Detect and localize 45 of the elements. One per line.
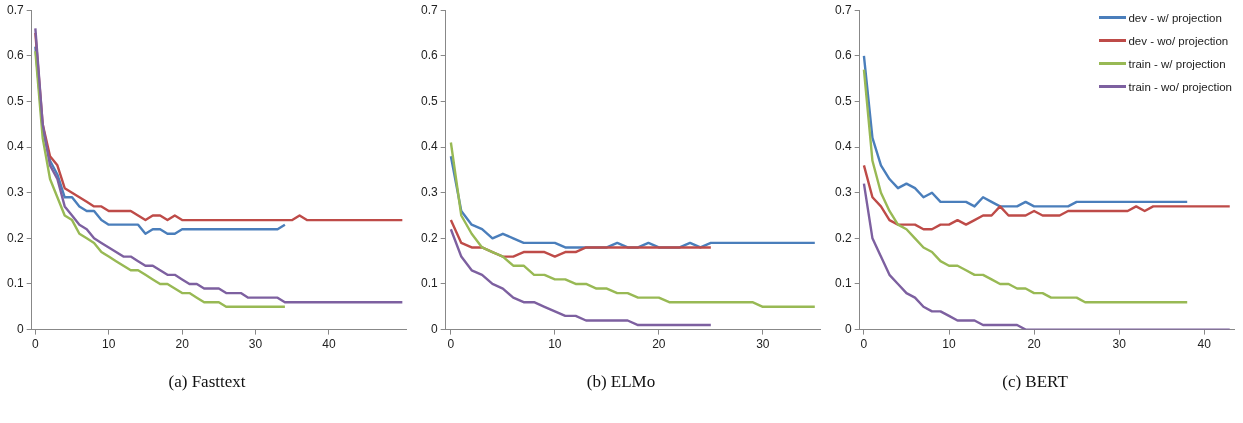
y-tick-label: 0 — [844, 321, 852, 336]
x-tick-label: 40 — [322, 337, 336, 352]
x-tick-label: 20 — [175, 337, 190, 352]
y-tick-label: 0.7 — [420, 2, 438, 17]
y-tick-label: 0 — [16, 321, 24, 336]
y-tick-label: 0.1 — [834, 276, 852, 291]
x-tick-label: 10 — [102, 337, 116, 352]
x-tick-label: 20 — [1027, 337, 1042, 352]
y-tick-label: 0.6 — [834, 48, 852, 63]
y-tick-label: 0.6 — [6, 48, 24, 63]
legend-label: dev - w/ projection — [1128, 11, 1222, 24]
y-tick-label: 0.4 — [6, 139, 24, 154]
y-tick-label: 0.3 — [420, 185, 438, 200]
x-tick-label: 30 — [248, 337, 263, 352]
y-tick-label: 0.2 — [6, 230, 24, 245]
y-tick-label: 0.1 — [420, 276, 438, 291]
y-tick-label: 0 — [430, 321, 438, 336]
x-tick-label: 10 — [942, 337, 956, 352]
x-tick-label: 10 — [548, 337, 562, 352]
y-tick-label: 0.2 — [834, 230, 852, 245]
x-tick-label: 20 — [652, 337, 666, 352]
x-tick-label: 30 — [1112, 337, 1127, 352]
y-tick-label: 0.7 — [834, 2, 852, 17]
y-tick-label: 0.2 — [420, 230, 438, 245]
y-tick-label: 0.3 — [6, 185, 24, 200]
legend-label: train - w/ projection — [1128, 57, 1226, 70]
x-tick-label: 30 — [756, 337, 770, 352]
y-tick-label: 0.4 — [420, 139, 438, 154]
y-tick-label: 0.3 — [834, 185, 852, 200]
y-tick-label: 0.5 — [6, 93, 24, 108]
x-tick-label: 40 — [1197, 337, 1212, 352]
y-tick-label: 0.4 — [834, 139, 852, 154]
y-tick-label: 0.5 — [834, 93, 852, 108]
y-tick-label: 0.6 — [420, 48, 438, 63]
x-tick-label: 0 — [32, 337, 40, 352]
x-tick-label: 0 — [860, 337, 868, 352]
legend-label: dev - wo/ projection — [1128, 34, 1229, 47]
y-tick-label: 0.5 — [420, 93, 438, 108]
text: (b) ELMo — [585, 372, 657, 392]
text: (c) BERT — [1001, 372, 1069, 392]
x-tick-label: 0 — [447, 337, 455, 352]
y-tick-label: 0.1 — [6, 276, 24, 291]
legend-label: train - wo/ projection — [1128, 80, 1232, 93]
text: (a) Fasttext — [167, 372, 247, 392]
y-tick-label: 0.7 — [6, 2, 24, 17]
